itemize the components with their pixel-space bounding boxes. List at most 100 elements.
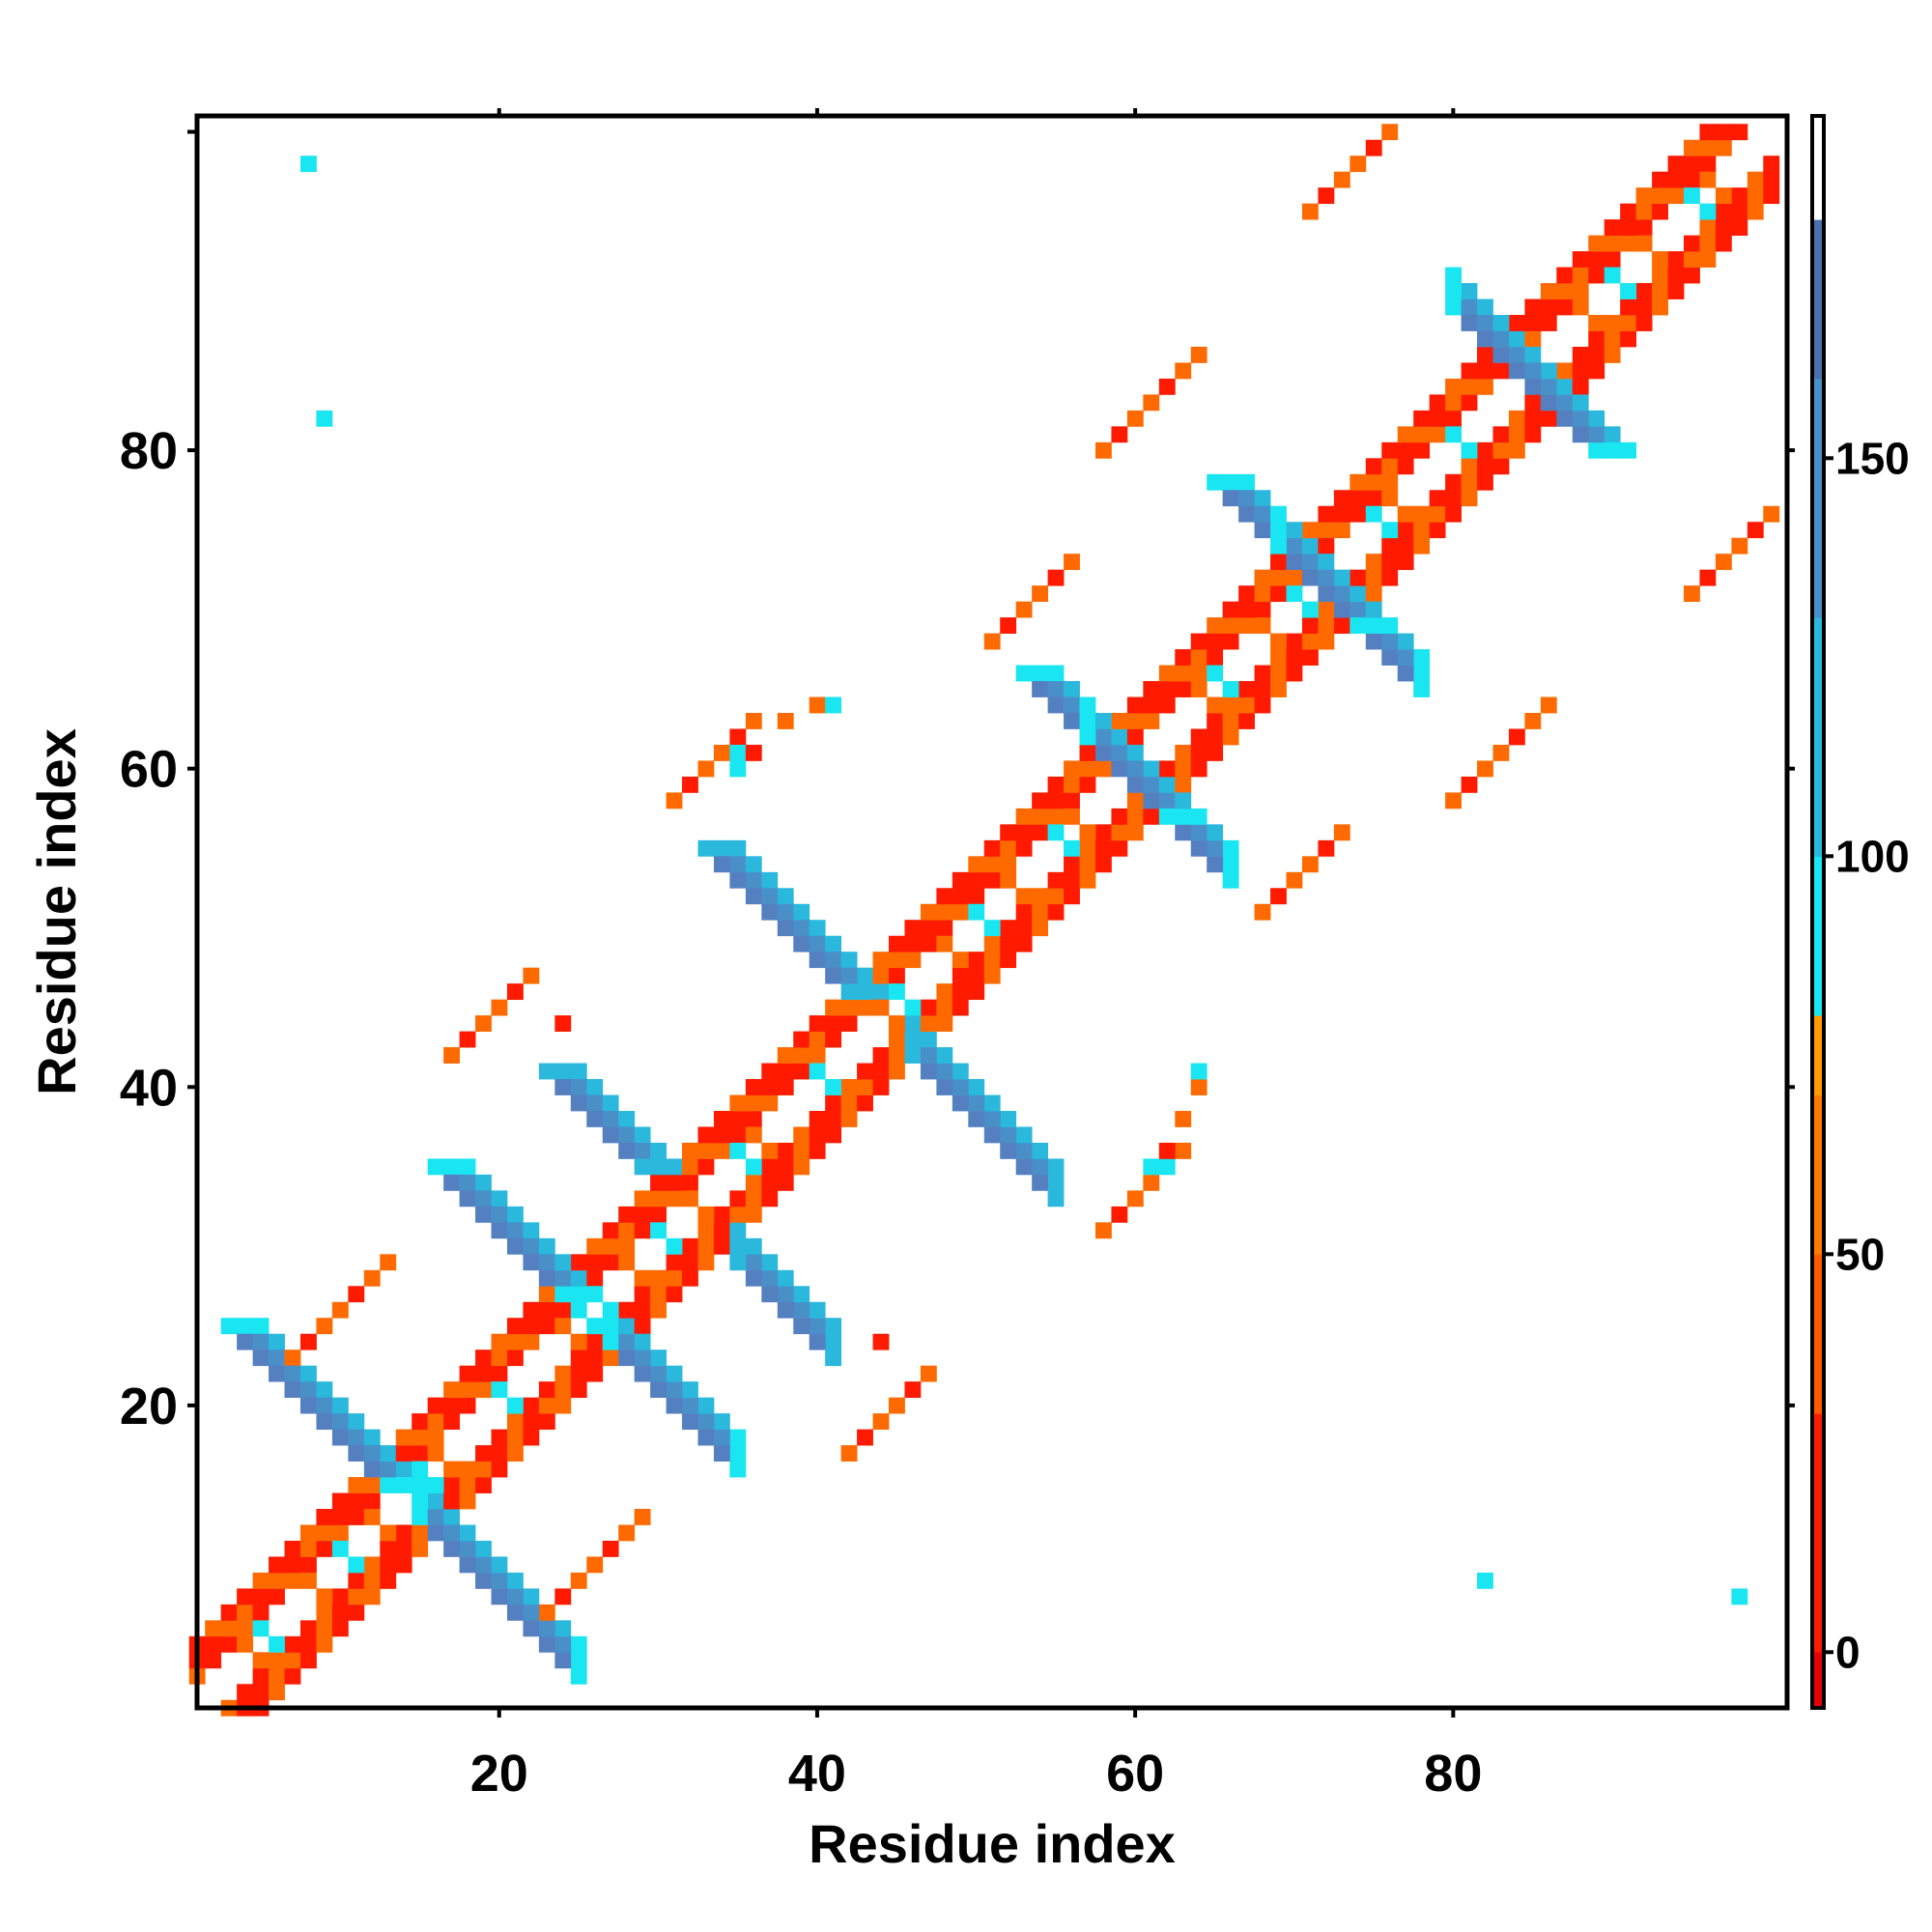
- heatmap-cell: [554, 1588, 572, 1605]
- heatmap-cell: [1143, 696, 1160, 714]
- heatmap-cell: [618, 1111, 636, 1127]
- heatmap-cell: [1652, 251, 1668, 268]
- heatmap-cell: [1381, 473, 1399, 491]
- heatmap-cell: [1301, 633, 1319, 650]
- heatmap-cell: [538, 1620, 555, 1637]
- heatmap-cell: [475, 1015, 492, 1032]
- heatmap-cell: [713, 1222, 730, 1239]
- heatmap-cell: [793, 1286, 810, 1303]
- heatmap-cell: [729, 1461, 747, 1478]
- heatmap-cell: [697, 1413, 715, 1430]
- heatmap-cell: [443, 1174, 460, 1191]
- heatmap-cell: [220, 1318, 238, 1335]
- heatmap-cell: [523, 1333, 540, 1350]
- heatmap-cell: [1079, 696, 1096, 714]
- heatmap-cell: [968, 871, 985, 889]
- heatmap-cell: [745, 1094, 762, 1112]
- heatmap-cell: [1684, 171, 1700, 188]
- heatmap-cell: [936, 1063, 953, 1080]
- heatmap-cell: [968, 888, 985, 905]
- heatmap-cell: [889, 952, 905, 969]
- heatmap-cell: [1047, 665, 1065, 682]
- heatmap-cell: [412, 1445, 429, 1462]
- heatmap-cell: [1365, 139, 1382, 156]
- heatmap-cell: [269, 1556, 285, 1574]
- heatmap-cell: [1301, 856, 1319, 873]
- heatmap-cell: [1318, 617, 1335, 634]
- heatmap-cell: [1064, 713, 1080, 729]
- heatmap-cell: [412, 1540, 429, 1557]
- heatmap-cell: [380, 1556, 397, 1574]
- heatmap-cell: [1064, 888, 1080, 905]
- heatmap-cell: [269, 1350, 285, 1367]
- heatmap-cell: [650, 1381, 667, 1399]
- heatmap-cell: [1684, 585, 1700, 603]
- heatmap-cell: [570, 1254, 587, 1271]
- heatmap-cell: [570, 1365, 587, 1382]
- heatmap-cell: [1699, 124, 1717, 141]
- heatmap-cell: [857, 1094, 873, 1112]
- heatmap-cell: [523, 1222, 540, 1239]
- heatmap-cell: [380, 1445, 397, 1462]
- heatmap-cell: [237, 1620, 254, 1637]
- heatmap-cell: [1032, 792, 1049, 810]
- heatmap-cell: [1254, 522, 1271, 539]
- heatmap-cell: [1381, 633, 1399, 650]
- colorbar-tick-label: 100: [1835, 831, 1910, 881]
- heatmap-cell: [1207, 713, 1224, 729]
- heatmap-cell: [713, 1206, 730, 1223]
- heatmap-cell: [443, 1381, 460, 1399]
- heatmap-cell: [284, 1652, 301, 1669]
- heatmap-cell: [331, 1397, 349, 1414]
- heatmap-cell: [634, 1318, 651, 1335]
- heatmap-cell: [889, 983, 905, 1001]
- heatmap-cell: [316, 1604, 333, 1621]
- heatmap-cell: [1635, 203, 1653, 220]
- heatmap-cell: [1365, 490, 1382, 507]
- heatmap-cell: [1047, 1158, 1065, 1176]
- heatmap-cell: [1190, 681, 1208, 697]
- heatmap-cell: [952, 903, 969, 921]
- heatmap-cell: [316, 1381, 333, 1399]
- heatmap-cell: [904, 935, 922, 952]
- heatmap-cell: [395, 1524, 412, 1542]
- heatmap-cell: [682, 1237, 698, 1255]
- heatmap-cell: [1588, 251, 1605, 268]
- heatmap-cell: [634, 1350, 651, 1367]
- heatmap-cell: [1015, 920, 1033, 937]
- heatmap-cell: [872, 1333, 890, 1350]
- heatmap-cell: [427, 1509, 444, 1525]
- heatmap-cell: [443, 1524, 460, 1542]
- heatmap-cell: [1207, 696, 1224, 714]
- heatmap-cell: [1079, 871, 1096, 889]
- heatmap-cell: [1222, 681, 1239, 697]
- colorbar-band: [1812, 617, 1824, 857]
- heatmap-cell: [618, 1350, 636, 1367]
- heatmap-cell: [1556, 410, 1574, 427]
- heatmap-cell: [1158, 792, 1176, 810]
- heatmap-cell: [1079, 839, 1096, 857]
- heatmap-cell: [1684, 156, 1700, 173]
- heatmap-cell: [745, 1174, 762, 1191]
- heatmap-cell: [1000, 952, 1017, 969]
- heatmap-cell: [1413, 681, 1431, 697]
- heatmap-cell: [1715, 139, 1732, 156]
- heatmap-cell: [1158, 665, 1176, 682]
- heatmap-cell: [1111, 808, 1128, 825]
- heatmap-cell: [570, 1301, 587, 1319]
- heatmap-cell: [1190, 744, 1208, 761]
- heatmap-cell: [761, 1174, 779, 1191]
- heatmap-cell: [1207, 856, 1224, 873]
- heatmap-cell: [713, 839, 730, 857]
- heatmap-cell: [809, 1063, 826, 1080]
- heatmap-cell: [840, 1111, 858, 1127]
- heatmap-cell: [1175, 776, 1192, 793]
- heatmap-cell: [348, 1477, 365, 1493]
- heatmap-cell: [570, 1094, 587, 1112]
- heatmap-cell: [586, 1254, 604, 1271]
- heatmap-cell: [1461, 776, 1478, 793]
- heatmap-cell: [602, 1237, 619, 1255]
- heatmap-cell: [1477, 298, 1493, 316]
- heatmap-cell: [299, 1540, 317, 1557]
- heatmap-cell: [412, 1477, 429, 1493]
